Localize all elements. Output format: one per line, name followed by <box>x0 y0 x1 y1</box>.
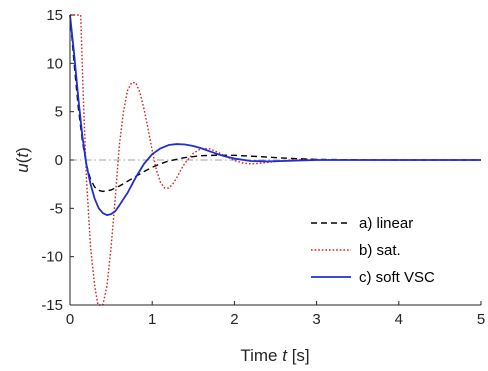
legend-label-1: a) linear <box>359 215 413 232</box>
y-axis-label: u(t) <box>13 147 32 173</box>
series-line-3 <box>69 14 481 216</box>
y-tick-label: 0 <box>55 152 63 169</box>
x-tick-label: 4 <box>395 311 403 328</box>
legend-label-2: b) sat. <box>359 242 401 259</box>
legend-label-3: c) soft VSC <box>359 269 435 286</box>
y-tick-label: -5 <box>50 200 63 217</box>
x-tick-label: 2 <box>230 311 238 328</box>
y-tick-label: -15 <box>41 297 63 314</box>
x-axis-label: Time t [s] <box>240 346 309 365</box>
y-tick-label: 5 <box>55 104 63 121</box>
x-tick-label: 3 <box>312 311 320 328</box>
x-tick-label: 5 <box>477 311 485 328</box>
axes <box>69 14 482 306</box>
x-tick-label: 1 <box>148 311 156 328</box>
y-tick-label: 10 <box>46 55 63 72</box>
legend-box <box>303 206 471 294</box>
y-tick-labels: -15 -10 -5 0 5 10 15 <box>41 7 63 314</box>
legend: a) linear b) sat. c) soft VSC <box>303 206 471 294</box>
y-tick-label: -10 <box>41 249 63 266</box>
y-tick-label: 15 <box>46 7 63 24</box>
x-tick-label: 0 <box>66 311 74 328</box>
x-tick-labels: 0 1 2 3 4 5 <box>66 311 485 328</box>
